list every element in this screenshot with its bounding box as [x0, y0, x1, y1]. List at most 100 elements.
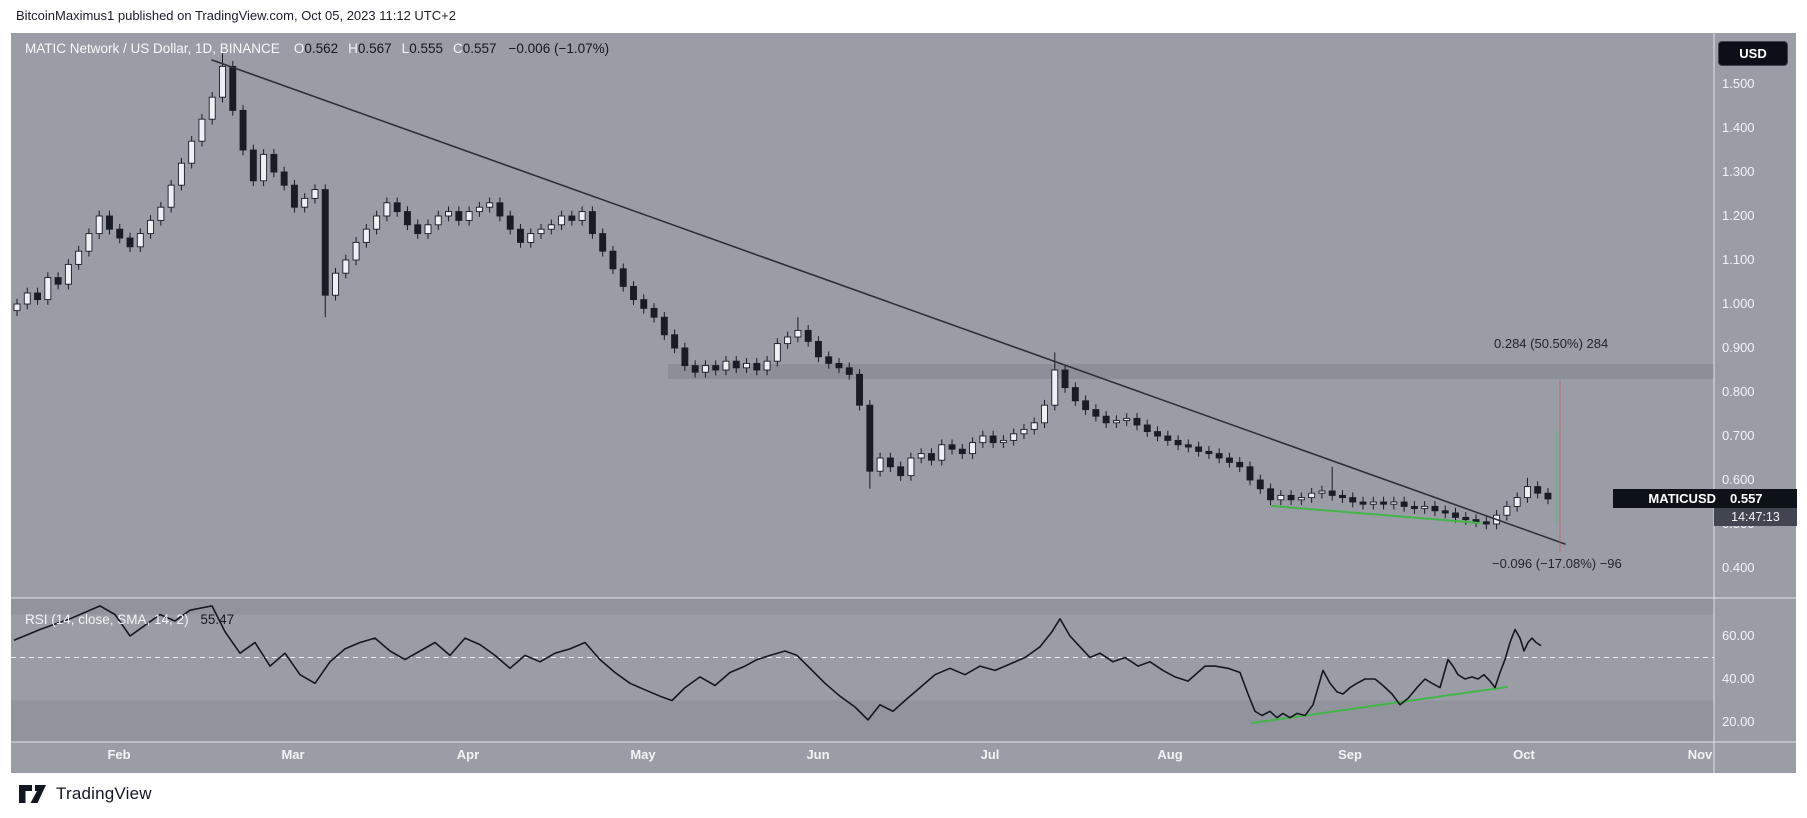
- candle-body: [1267, 488, 1275, 501]
- candle-body: [876, 457, 884, 472]
- candle-body: [547, 224, 555, 230]
- candle-body: [835, 362, 843, 369]
- candle-body: [1462, 516, 1470, 521]
- ohlc-high: H0.567: [348, 40, 392, 56]
- month-label: Feb: [107, 747, 131, 762]
- candle-body: [496, 202, 504, 217]
- candle-body: [177, 162, 185, 186]
- bar-countdown: 14:47:13: [1714, 508, 1797, 526]
- descending-resistance-trendline: [211, 59, 1566, 545]
- candle-body: [537, 228, 545, 235]
- price-tick-label: 1.300: [1722, 164, 1755, 179]
- rsi-tick-label: 20.00: [1722, 714, 1755, 729]
- candle-body: [85, 233, 93, 252]
- candle-body: [856, 373, 863, 406]
- price-tick-label: 1.100: [1722, 252, 1755, 267]
- candle-body: [393, 202, 401, 213]
- month-label: May: [630, 747, 656, 762]
- candle-body: [106, 215, 113, 230]
- candle-body: [609, 250, 617, 270]
- candle-body: [958, 448, 966, 455]
- candle-body: [1441, 510, 1449, 514]
- candle-body: [712, 365, 720, 371]
- candle-body: [691, 365, 699, 373]
- candle-body: [1318, 490, 1326, 494]
- candle-body: [321, 189, 329, 296]
- rsi-tick-label: 40.00: [1722, 671, 1755, 686]
- symbol-legend: MATIC Network / US Dollar, 1D, BINANCE O…: [25, 40, 609, 56]
- candle-body: [1154, 431, 1161, 437]
- candle-body: [722, 360, 730, 371]
- candle-body: [1092, 409, 1100, 417]
- candle-body: [465, 211, 473, 221]
- price-tick-label: 1.400: [1722, 120, 1755, 135]
- candle-body: [1297, 497, 1305, 501]
- candle-body: [517, 228, 524, 243]
- candle-body: [75, 250, 83, 265]
- candle-body: [486, 202, 494, 208]
- candle-body: [54, 277, 62, 285]
- candle-body: [1287, 494, 1295, 501]
- candle-body: [1277, 494, 1285, 501]
- candle-body: [897, 466, 905, 477]
- candle-body: [1236, 461, 1244, 468]
- month-label: Jun: [806, 747, 830, 762]
- tradingview-brand-text: TradingView: [56, 784, 152, 803]
- price-tick-label: 1.500: [1722, 76, 1755, 91]
- candle-body: [578, 211, 586, 221]
- candle-body: [167, 184, 175, 208]
- candle-body: [1482, 521, 1490, 525]
- tradingview-logo-icon: [19, 785, 46, 803]
- candle-body: [383, 202, 391, 217]
- candle-body: [917, 453, 925, 459]
- chart-background: [11, 33, 1796, 773]
- rsi-upper-shade: [11, 598, 1714, 615]
- candle-body: [681, 347, 689, 367]
- candle-body: [126, 237, 134, 248]
- candle-body: [95, 215, 103, 235]
- lower-measure-label: −0.096 (−17.08%) −96: [1492, 556, 1622, 571]
- last-price-value: 0.557: [1730, 491, 1763, 506]
- candle-body: [1102, 415, 1110, 424]
- candle-body: [1544, 492, 1552, 500]
- candle-body: [866, 404, 874, 472]
- candle-body: [1195, 446, 1203, 452]
- candle-body: [1215, 453, 1223, 459]
- candle-body: [414, 224, 422, 235]
- candle-body: [424, 224, 432, 235]
- candle-body: [1082, 400, 1090, 411]
- ohlc-close: C0.557: [452, 40, 497, 56]
- candle-body: [455, 211, 463, 221]
- candle-body: [1041, 404, 1048, 424]
- candle-body: [1020, 428, 1028, 435]
- price-support-trendline: [1271, 505, 1481, 524]
- currency-unit-badge[interactable]: USD: [1718, 41, 1788, 66]
- candle-body: [732, 360, 740, 369]
- resistance-zone: [668, 364, 1714, 379]
- candle-body: [239, 109, 247, 151]
- candle-body: [506, 215, 514, 230]
- rsi-legend: RSI (14, close, SMA, 14, 2) 55.47: [25, 612, 234, 627]
- candle-body: [527, 233, 535, 243]
- candle-body: [1421, 505, 1429, 510]
- candle-body: [229, 65, 237, 111]
- candle-body: [445, 211, 452, 217]
- price-tick-label: 1.000: [1722, 296, 1755, 311]
- rsi-support-trendline: [1251, 686, 1508, 724]
- rsi-value: 55.47: [200, 612, 235, 627]
- candle-body: [270, 153, 278, 173]
- candle-body: [1071, 387, 1079, 402]
- candle-body: [845, 367, 853, 375]
- symbol-ticker-label: MATICUSD: [1648, 491, 1716, 506]
- month-label: Nov: [1687, 747, 1713, 762]
- candle-body: [1143, 424, 1151, 433]
- candle-body: [475, 206, 483, 213]
- candle-body: [44, 277, 52, 301]
- candle-body: [763, 360, 771, 371]
- month-label: Apr: [456, 747, 480, 762]
- candle-body: [1256, 479, 1264, 490]
- candle-body: [136, 233, 144, 248]
- candle-body: [434, 215, 442, 226]
- price-tick-label: 0.900: [1722, 340, 1755, 355]
